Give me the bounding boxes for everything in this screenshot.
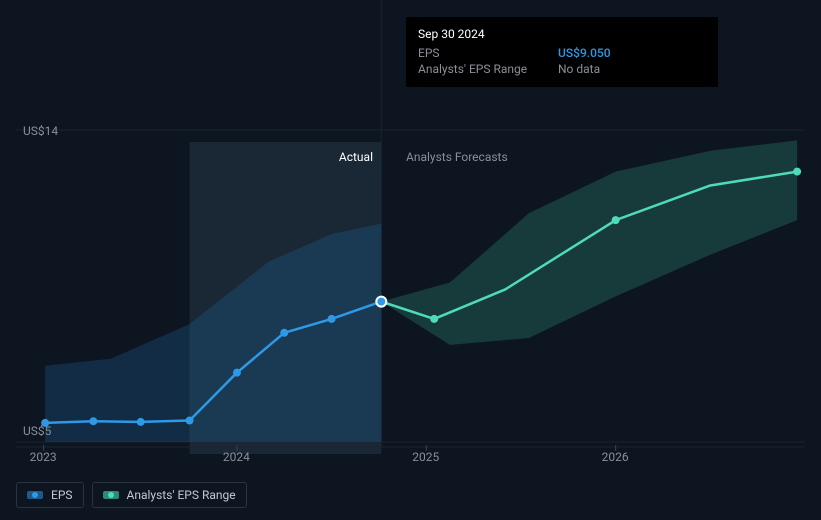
legend-label: Analysts' EPS Range (127, 488, 236, 502)
x-axis-label: 2024 (223, 450, 250, 464)
legend-label: EPS (51, 488, 73, 502)
legend-swatch-range (103, 491, 119, 499)
legend-item-range[interactable]: Analysts' EPS Range (92, 482, 247, 508)
tooltip-label: Analysts' EPS Range (418, 62, 558, 76)
chart-legend: EPS Analysts' EPS Range (16, 482, 247, 508)
tooltip-value: No data (558, 62, 706, 76)
y-axis-label-bottom: US$5 (23, 424, 51, 438)
tooltip-value: US$9.050 (558, 46, 706, 60)
tooltip-label: EPS (418, 46, 558, 60)
y-axis-label-top: US$14 (23, 124, 58, 138)
eps-chart[interactable]: US$14 US$5 Actual Analysts Forecasts Sep… (16, 0, 805, 445)
x-axis-label: 2026 (602, 450, 629, 464)
region-label-actual: Actual (339, 150, 373, 164)
x-axis-label: 2025 (412, 450, 439, 464)
x-axis-label: 2023 (30, 450, 57, 464)
legend-swatch-eps (27, 491, 43, 499)
legend-item-eps[interactable]: EPS (16, 482, 84, 508)
tooltip-date: Sep 30 2024 (418, 27, 706, 41)
tooltip-row-eps: EPS US$9.050 (418, 45, 706, 61)
tooltip-row-range: Analysts' EPS Range No data (418, 61, 706, 77)
chart-tooltip: Sep 30 2024 EPS US$9.050 Analysts' EPS R… (406, 17, 718, 87)
region-label-forecast: Analysts Forecasts (406, 150, 508, 164)
